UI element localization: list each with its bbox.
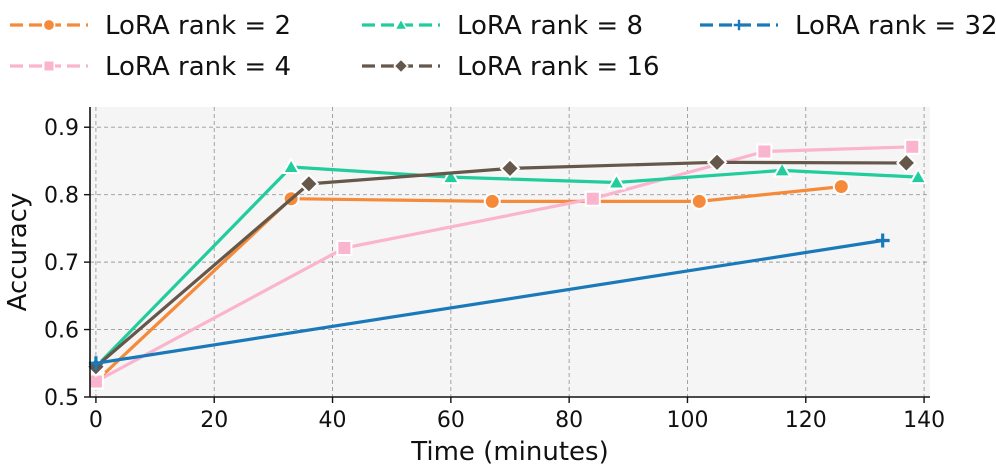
series-5 bbox=[88, 233, 890, 371]
data-point bbox=[706, 151, 728, 173]
legend-marker bbox=[733, 19, 745, 31]
x-axis-title: Time (minutes) bbox=[410, 437, 608, 467]
x-tick-label: 0 bbox=[89, 408, 103, 433]
x-ticks: 0 20 40 60 80 100 120 140 bbox=[89, 397, 945, 433]
legend-label: LoRA rank = 8 bbox=[457, 11, 643, 41]
x-tick-label: 20 bbox=[200, 408, 228, 433]
data-point bbox=[904, 138, 921, 155]
legend-marker bbox=[393, 58, 409, 74]
data-point bbox=[772, 160, 792, 178]
legend-label: LoRA rank = 16 bbox=[457, 52, 660, 82]
data-point bbox=[298, 173, 320, 195]
legend-item: LoRA rank = 32 bbox=[700, 11, 996, 41]
data-point bbox=[606, 172, 627, 190]
data-point bbox=[499, 157, 521, 179]
legend-label: LoRA rank = 4 bbox=[105, 52, 291, 82]
y-ticks: 0.5 0.6 0.7 0.8 0.9 bbox=[44, 116, 90, 411]
data-point bbox=[336, 239, 353, 256]
series-line bbox=[94, 238, 885, 365]
data-point bbox=[441, 167, 461, 185]
x-tick-label: 60 bbox=[437, 408, 465, 433]
y-tick-label: 0.9 bbox=[44, 116, 79, 141]
series-2 bbox=[87, 138, 921, 390]
x-tick-label: 80 bbox=[555, 408, 583, 433]
x-tick-label: 100 bbox=[666, 408, 708, 433]
data-point bbox=[908, 167, 928, 185]
legend-item: LoRA rank = 2 bbox=[10, 11, 291, 41]
legend-item: LoRA rank = 8 bbox=[362, 11, 643, 41]
data-point bbox=[875, 233, 890, 248]
axes bbox=[89, 107, 930, 398]
data-point bbox=[483, 192, 501, 210]
data-point bbox=[281, 157, 301, 175]
legend-item: LoRA rank = 16 bbox=[362, 52, 660, 82]
legend-item: LoRA rank = 4 bbox=[10, 52, 291, 82]
x-tick-label: 140 bbox=[903, 408, 945, 433]
y-tick-label: 0.6 bbox=[44, 319, 79, 344]
legend-marker bbox=[42, 18, 56, 32]
x-tick-label: 40 bbox=[319, 408, 347, 433]
data-point bbox=[832, 178, 850, 196]
y-axis-title: Accuracy bbox=[3, 193, 33, 312]
series-4 bbox=[85, 151, 917, 378]
legend-label: LoRA rank = 32 bbox=[795, 11, 996, 41]
data-point bbox=[88, 356, 103, 371]
data-point bbox=[756, 143, 773, 160]
series-line bbox=[94, 165, 920, 369]
data-point bbox=[690, 192, 708, 210]
legend-marker bbox=[43, 60, 55, 72]
y-tick-label: 0.5 bbox=[44, 386, 79, 411]
x-tick-label: 120 bbox=[785, 408, 827, 433]
y-tick-label: 0.8 bbox=[44, 184, 79, 209]
series-layer bbox=[85, 138, 928, 390]
legend: LoRA rank = 2 LoRA rank = 4 LoRA rank = 8 L… bbox=[10, 11, 996, 82]
legend-label: LoRA rank = 2 bbox=[105, 11, 291, 41]
legend-marker bbox=[393, 17, 409, 31]
y-tick-label: 0.7 bbox=[44, 251, 79, 276]
data-point bbox=[895, 152, 917, 174]
data-point bbox=[584, 190, 601, 207]
